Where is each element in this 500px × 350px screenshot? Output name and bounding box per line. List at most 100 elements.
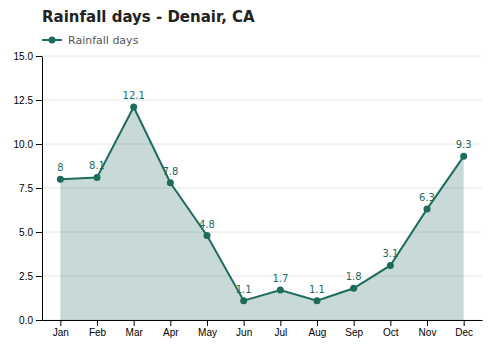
- tick: Jul: [274, 320, 287, 338]
- legend-swatch: [49, 37, 56, 44]
- data-label: 12.1: [123, 90, 145, 101]
- tick-label: Jan: [53, 327, 69, 338]
- tick-label: Sep: [345, 327, 363, 338]
- marker: [460, 153, 467, 160]
- tick: 7.5: [19, 183, 42, 194]
- tick-mark: [280, 320, 281, 326]
- tick-label: Jun: [236, 327, 252, 338]
- axis-line: [43, 320, 483, 321]
- tick-mark: [317, 320, 318, 326]
- tick-label: 12.5: [14, 95, 34, 106]
- tick: Sep: [345, 320, 363, 338]
- tick: Nov: [419, 320, 437, 338]
- tick-label: 0.0: [19, 315, 33, 326]
- tick-mark: [464, 320, 465, 326]
- data-label: 8.1: [89, 160, 105, 171]
- tick: 15.0: [14, 51, 42, 62]
- marker: [350, 285, 357, 292]
- data-label: 4.8: [199, 219, 215, 230]
- marker: [167, 179, 174, 186]
- marker: [57, 176, 64, 183]
- marker: [277, 287, 284, 294]
- tick: Aug: [309, 320, 327, 338]
- grid-line: [42, 56, 482, 57]
- tick: Feb: [89, 320, 107, 338]
- data-label: 3.1: [382, 248, 398, 259]
- tick-mark: [36, 276, 42, 277]
- tick-mark: [97, 320, 98, 326]
- grid-line: [42, 100, 482, 101]
- marks: [57, 104, 467, 320]
- tick: 12.5: [14, 95, 42, 106]
- legend: Rainfall days: [42, 34, 139, 47]
- tick-mark: [207, 320, 208, 326]
- grid-line: [42, 144, 482, 145]
- tick-mark: [354, 320, 355, 326]
- axis-line: [42, 57, 43, 321]
- tick-label: 7.5: [19, 183, 33, 194]
- marker: [387, 262, 394, 269]
- tick-mark: [244, 320, 245, 326]
- data-label: 7.8: [162, 166, 178, 177]
- legend-label: Rainfall days: [68, 34, 139, 47]
- tick-mark: [36, 56, 42, 57]
- legend-item: Rainfall days: [42, 34, 139, 47]
- tick-label: Mar: [126, 327, 144, 338]
- tick: 5.0: [19, 227, 42, 238]
- line: [60, 107, 463, 301]
- tick-mark: [36, 188, 42, 189]
- tick-label: Jul: [274, 327, 287, 338]
- tick-mark: [36, 320, 42, 321]
- tick-label: Oct: [383, 327, 399, 338]
- tick: Jan: [53, 320, 69, 338]
- marker: [94, 174, 101, 181]
- marker: [424, 206, 431, 213]
- tick-mark: [60, 320, 61, 326]
- data-label: 9.3: [456, 139, 472, 150]
- data-label: 8: [57, 162, 63, 173]
- tick-label: Apr: [163, 327, 179, 338]
- tick: 0.0: [19, 315, 42, 326]
- data-label: 1.7: [272, 273, 288, 284]
- chart: 0.02.55.07.510.012.515.0JanFebMarAprMayJ…: [0, 0, 500, 350]
- tick: May: [198, 320, 217, 338]
- tick-mark: [390, 320, 391, 326]
- data-label: 1.1: [236, 284, 252, 295]
- tick-label: 2.5: [19, 271, 33, 282]
- marker: [130, 104, 137, 111]
- tick-mark: [36, 232, 42, 233]
- area: [60, 107, 463, 320]
- y-axis: 0.0 2.5 5.0 7.5 10.0 12.5 15.0: [14, 51, 43, 326]
- tick: Jun: [236, 320, 252, 338]
- tick: 10.0: [14, 139, 42, 150]
- tick-label: Feb: [89, 327, 107, 338]
- tick: Mar: [126, 320, 144, 338]
- data-label: 1.8: [346, 271, 362, 282]
- marker: [204, 232, 211, 239]
- plot-area: 0.02.55.07.510.012.515.0JanFebMarAprMayJ…: [14, 51, 483, 338]
- tick-label: 15.0: [14, 51, 34, 62]
- tick: Oct: [383, 320, 399, 338]
- tick-label: Dec: [455, 327, 473, 338]
- tick-label: May: [198, 327, 217, 338]
- marker: [240, 297, 247, 304]
- tick-mark: [427, 320, 428, 326]
- grid: [42, 56, 482, 320]
- tick: Dec: [455, 320, 473, 338]
- tick-mark: [36, 100, 42, 101]
- tick: 2.5: [19, 271, 42, 282]
- tick-label: Aug: [309, 327, 327, 338]
- tick: Apr: [163, 320, 179, 338]
- tick-label: 5.0: [19, 227, 33, 238]
- tick-mark: [36, 144, 42, 145]
- tick-label: 10.0: [14, 139, 34, 150]
- tick-mark: [134, 320, 135, 326]
- tick-label: Nov: [419, 327, 437, 338]
- title: Rainfall days - Denair, CA: [42, 8, 255, 26]
- data-label: 6.3: [419, 192, 435, 203]
- marker: [314, 297, 321, 304]
- x-axis: Jan Feb Mar Apr May Jun Jul Aug Sep Oct Nov Dec: [43, 320, 483, 338]
- data-labels: 8 8.1 12.1 7.8 4.8 1.1 1.7 1.1 1.8 3.1 6.3 9.3: [57, 90, 471, 295]
- tick-mark: [170, 320, 171, 326]
- data-label: 1.1: [309, 284, 325, 295]
